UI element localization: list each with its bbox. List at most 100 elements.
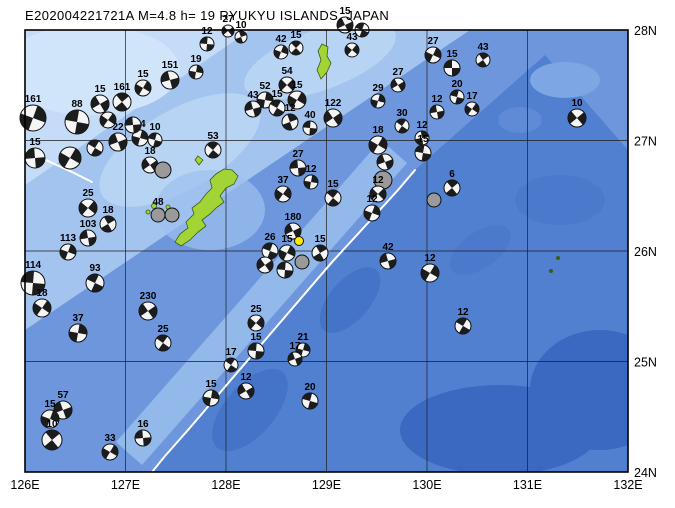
focal-mechanism-beachball: 19 <box>188 54 204 80</box>
depth-label: 12 <box>240 372 252 383</box>
axis-labels: 126E 127E 128E 129E 130E 131E 132E 28N 27N 26N 25N… <box>10 24 657 492</box>
depth-label: 40 <box>304 110 316 121</box>
focal-mechanism-beachball: 15 <box>287 80 307 110</box>
focal-mechanism-beachball: 16 <box>134 419 152 447</box>
depth-label: 15 <box>44 399 56 410</box>
forearc-light-band <box>116 140 407 465</box>
focal-mechanism-beachball <box>86 139 104 157</box>
focal-mechanism-beachball: 57 <box>53 390 73 420</box>
depth-label: 12 <box>457 307 469 318</box>
focal-mechanism-beachball: 30 <box>394 108 410 134</box>
focal-mechanism-beachball <box>58 146 82 170</box>
focal-mechanism-beachball: 40 <box>302 110 318 136</box>
focal-mechanism-beachball: 10 <box>567 98 587 128</box>
depth-label: 15 <box>314 234 326 245</box>
amami-island <box>316 43 332 80</box>
depth-label: 12 <box>416 120 428 131</box>
focal-mechanism-beachball: 18 <box>368 125 388 155</box>
depth-label: 30 <box>396 108 408 119</box>
longitude-label: 129E <box>312 478 341 492</box>
depth-label: 42 <box>382 242 394 253</box>
focal-mechanism-beachball: 12 <box>363 194 381 222</box>
focal-mechanism-beachball: 12 <box>429 94 445 120</box>
focal-mechanism-beachball <box>376 153 394 171</box>
focal-mechanism-beachball: 15 <box>268 89 286 117</box>
event-marker <box>294 236 304 246</box>
depth-label: 25 <box>157 324 169 335</box>
bathymetry-patch <box>530 330 628 450</box>
focal-mechanism-beachball: 161 <box>19 94 47 132</box>
depth-label: 114 <box>25 260 42 271</box>
depth-label: 25 <box>82 188 94 199</box>
depth-label: 88 <box>71 99 83 110</box>
event-layer <box>294 236 304 246</box>
depth-label: 20 <box>451 79 463 90</box>
depth-label: 27 <box>292 149 304 160</box>
depth-label: 12 <box>372 175 384 186</box>
depth-label: 12 <box>284 103 296 114</box>
depth-label: 43 <box>346 32 358 43</box>
depth-label: 15 <box>205 379 217 390</box>
depth-label: 18 <box>36 288 48 299</box>
focal-mechanism-beachball: 103 <box>79 219 97 247</box>
depth-label: 15 <box>417 134 429 145</box>
depth-label: 10 <box>235 20 247 31</box>
focal-mechanism-beachball <box>164 207 180 223</box>
focal-mechanism-beachball: 52 <box>256 81 274 109</box>
focal-mechanism-beachball: 42 <box>379 242 397 270</box>
depth-label: 17 <box>466 91 478 102</box>
focal-mechanism-beachball: 12 <box>420 253 440 283</box>
depth-label: 10 <box>149 122 161 133</box>
depth-label: 12 <box>366 194 378 205</box>
focal-mechanism-beachball: 54 <box>278 66 296 94</box>
focal-mechanism-beachball: 12 <box>281 103 299 131</box>
focal-mechanism-beachball: 113 <box>59 233 77 261</box>
focal-mechanism-beachball: 43 <box>244 90 262 118</box>
focal-mechanism-beachball: 18 <box>99 205 117 233</box>
focal-mechanism-beachball: 15 <box>288 30 304 56</box>
focal-mechanism-beachball: 26 <box>261 232 279 260</box>
focal-mechanism-beachball: 10 <box>147 122 163 148</box>
depth-label: 25 <box>250 304 262 315</box>
depth-label: 93 <box>89 263 101 274</box>
depth-label: 22 <box>112 122 124 133</box>
iheya-island <box>194 155 204 166</box>
focal-mechanism-beachball: 15 <box>278 234 296 262</box>
focal-mechanism-beachball: 12 <box>454 307 472 335</box>
focal-mechanism-beachball: 37 <box>274 175 292 203</box>
depth-label: 15 <box>446 49 458 60</box>
depth-label: 15 <box>327 179 339 190</box>
focal-mechanism-beachball <box>154 161 172 179</box>
focal-mechanism-beachball <box>124 116 142 134</box>
depth-label: 15 <box>281 234 293 245</box>
focal-mechanism-beachball: 27 <box>390 67 406 93</box>
focal-mechanism-beachball: 18 <box>141 146 159 174</box>
focal-mechanism-beachball: 114 <box>20 260 46 296</box>
focal-mechanism-beachball: 37 <box>68 313 88 343</box>
depth-label: 20 <box>304 382 316 393</box>
depth-label: 10 <box>46 419 58 430</box>
focal-mechanism-beachball: 15 <box>247 332 265 360</box>
depth-label: 57 <box>57 390 69 401</box>
focal-mechanism-beachball: 25 <box>78 188 98 218</box>
bathymetry-patch <box>498 107 542 133</box>
depth-label: 12 <box>305 164 317 175</box>
focal-mechanism-beachball: 12 <box>303 164 319 190</box>
focal-mechanism-beachball: 10 <box>234 20 248 44</box>
focal-mechanism-beachball: 27 <box>289 149 307 177</box>
depth-label: 15 <box>29 137 41 148</box>
depth-label: 15 <box>250 332 262 343</box>
depth-label: 15 <box>291 80 303 91</box>
focal-mechanism-beachball: 17 <box>464 91 480 117</box>
depth-label: 103 <box>80 219 97 230</box>
focal-mechanism-beachball <box>294 254 310 270</box>
focal-mechanism-beachball: 6 <box>443 169 461 197</box>
focal-mechanism-beachball: 151 <box>160 60 180 90</box>
focal-mechanism-beachball: 29 <box>370 83 386 109</box>
depth-label: 27 <box>427 36 439 47</box>
latitude-label: 26N <box>634 245 657 259</box>
focal-mechanism-beachball: 10 <box>41 419 63 451</box>
focal-mechanism-beachball: 27 <box>221 14 235 38</box>
